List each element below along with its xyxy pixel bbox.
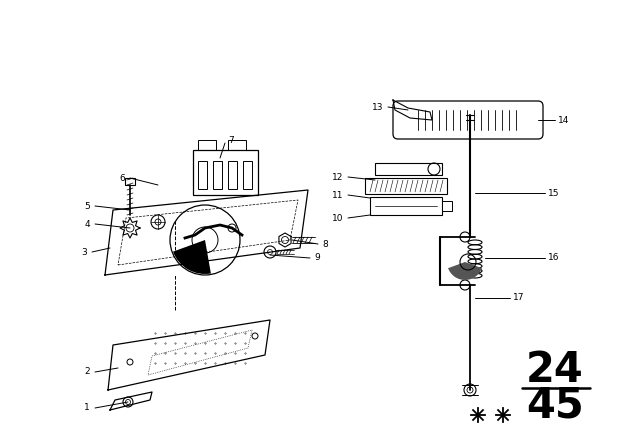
Text: 16: 16: [548, 254, 559, 263]
Text: 11: 11: [332, 190, 343, 199]
Wedge shape: [173, 240, 211, 274]
FancyBboxPatch shape: [365, 178, 447, 194]
Text: 12: 12: [332, 172, 343, 181]
FancyBboxPatch shape: [442, 201, 452, 211]
FancyBboxPatch shape: [375, 163, 442, 175]
Text: 9: 9: [314, 254, 320, 263]
Text: 8: 8: [322, 240, 328, 249]
FancyBboxPatch shape: [193, 150, 258, 195]
Text: 2: 2: [84, 367, 90, 376]
FancyBboxPatch shape: [393, 101, 543, 139]
Text: 4: 4: [84, 220, 90, 228]
FancyBboxPatch shape: [125, 178, 135, 185]
Text: 6: 6: [119, 173, 125, 182]
Text: 14: 14: [558, 116, 570, 125]
Text: 17: 17: [513, 293, 525, 302]
FancyBboxPatch shape: [370, 197, 442, 215]
Text: 15: 15: [548, 189, 559, 198]
Text: 10: 10: [332, 214, 343, 223]
Text: 24: 24: [526, 349, 584, 391]
Text: 1: 1: [84, 404, 90, 413]
Text: 5: 5: [84, 202, 90, 211]
Text: 3: 3: [81, 247, 87, 257]
Text: 45: 45: [526, 384, 584, 426]
Text: 13: 13: [371, 103, 383, 112]
Wedge shape: [448, 262, 482, 280]
Text: 7: 7: [228, 135, 234, 145]
